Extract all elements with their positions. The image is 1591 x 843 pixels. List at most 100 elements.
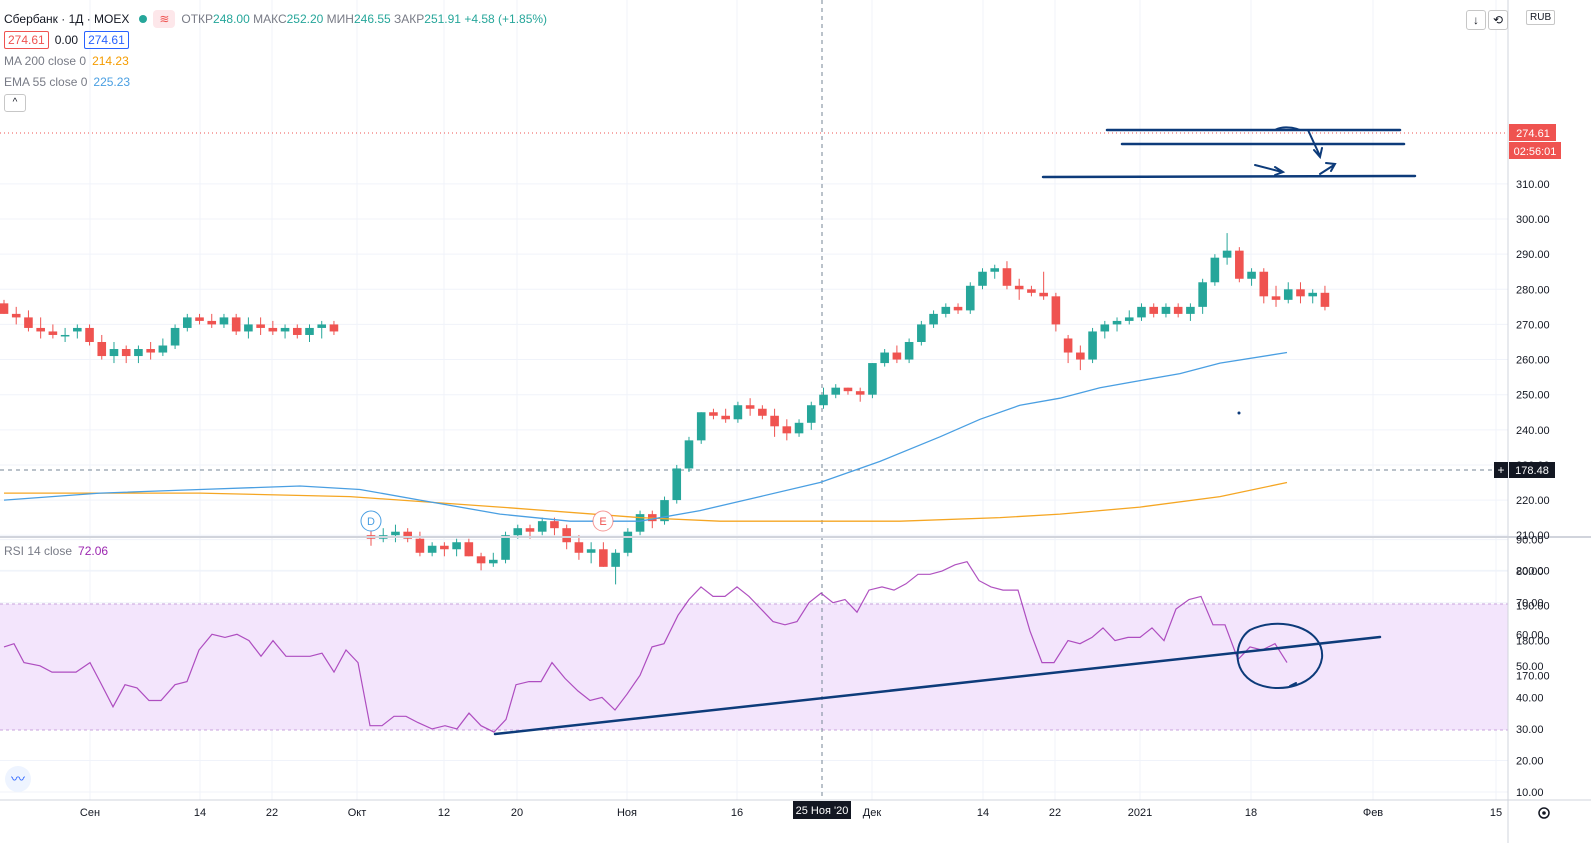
candle-body <box>24 317 33 328</box>
price-tick-label: 240.00 <box>1516 425 1550 437</box>
candle <box>268 320 278 335</box>
candle-body <box>965 285 975 311</box>
candle-body <box>1027 289 1036 293</box>
candle <box>745 398 755 416</box>
svg-text:+: + <box>1497 463 1504 477</box>
svg-text:25 Ноя '20: 25 Ноя '20 <box>796 805 849 817</box>
candle-body <box>85 327 94 342</box>
candle-body <box>268 327 278 332</box>
scroll-down-button[interactable]: ↓ <box>1466 10 1486 30</box>
candle-body <box>1259 271 1269 297</box>
candle-body <box>292 327 302 335</box>
trend-drawings[interactable] <box>493 126 1417 736</box>
buy-price-button[interactable]: 274.61 <box>84 30 129 49</box>
candle <box>1112 317 1122 332</box>
candle <box>929 310 938 328</box>
last-price-badge: 274.61 02:56:01 <box>1509 124 1561 159</box>
candle <box>158 338 168 357</box>
candle-body <box>574 542 584 553</box>
arrow-drawing-2[interactable] <box>1254 162 1337 176</box>
candle <box>1222 233 1232 265</box>
rsi-tick-label: 90.00 <box>1516 535 1544 547</box>
candle-body <box>1161 306 1171 314</box>
arrow-drawing-1[interactable] <box>1274 126 1323 160</box>
support-line-3[interactable] <box>1041 174 1417 179</box>
candle <box>672 464 682 504</box>
time-tick-label: Сен <box>80 807 100 819</box>
candle <box>292 324 302 339</box>
candle-body <box>660 500 669 522</box>
rsi-tick-label: 60.00 <box>1516 629 1544 641</box>
candle <box>60 327 70 342</box>
event-marker-earnings[interactable]: E <box>592 510 614 532</box>
candle <box>1198 278 1207 314</box>
candle-body <box>317 324 327 328</box>
candle-body <box>219 317 229 325</box>
candle <box>11 306 21 325</box>
symbol-title[interactable]: Сбербанк · 1Д · MOEX <box>4 11 130 26</box>
candle <box>48 324 58 339</box>
spread-value: 0.00 <box>54 32 79 47</box>
rsi-line <box>3 561 1288 733</box>
svg-text:02:56:01: 02:56:01 <box>1514 146 1557 158</box>
candle-body <box>635 514 645 532</box>
candle <box>892 345 902 364</box>
time-tick-label: 22 <box>266 807 278 819</box>
rsi-trend-line[interactable] <box>493 635 1382 736</box>
tradingview-logo-icon[interactable]: 〰 <box>5 766 31 792</box>
candle <box>146 341 155 360</box>
candle <box>195 313 204 325</box>
candle <box>1308 289 1318 304</box>
wave-icon[interactable]: ≋ <box>153 9 176 28</box>
candle-body <box>684 440 694 469</box>
candle-body <box>1186 306 1195 314</box>
candle <box>24 310 33 332</box>
candle <box>391 524 400 543</box>
settings-gear-icon[interactable] <box>1538 807 1550 819</box>
candle <box>1173 303 1183 318</box>
chart-legend: Сбербанк · 1Д · MOEX ≋ ОТКР248.00 МАКС25… <box>4 8 547 113</box>
sell-price-button[interactable]: 274.61 <box>4 30 49 49</box>
candle-body <box>489 559 498 564</box>
candle-body <box>146 349 155 353</box>
price-tick-label: 190.00 <box>1516 600 1550 612</box>
candle <box>1271 285 1281 307</box>
candle <box>280 324 290 339</box>
candle-body <box>329 324 339 332</box>
candle-body <box>525 528 535 532</box>
price-tick-label: 260.00 <box>1516 355 1550 367</box>
currency-badge[interactable]: RUB <box>1526 10 1556 25</box>
reset-scale-icon[interactable]: ⟲ <box>1488 10 1508 30</box>
time-tick-label: 20 <box>511 807 523 819</box>
time-tick-label: Ноя <box>617 807 637 819</box>
ema55-line <box>3 351 1288 522</box>
price-tick-label: 310.00 <box>1516 179 1550 191</box>
price-tick-label: 210.00 <box>1516 530 1550 542</box>
candle <box>660 496 669 525</box>
candle-body <box>391 531 400 536</box>
candle-body <box>1210 257 1220 283</box>
candle-body <box>1112 320 1122 325</box>
ema-indicator-label[interactable]: EMA 55 close 0 <box>4 74 88 89</box>
price-tick-label: 250.00 <box>1516 390 1550 402</box>
rsi-indicator-label[interactable]: RSI 14 close <box>4 544 73 558</box>
candle-body <box>733 405 743 420</box>
candle-body <box>599 549 608 567</box>
candle <box>1124 310 1134 325</box>
candle-body <box>611 552 620 567</box>
candle-body <box>1100 324 1110 332</box>
candle <box>231 313 241 335</box>
rsi-circle-drawing[interactable] <box>1236 622 1324 689</box>
price-tick-label: 200.00 <box>1516 565 1550 577</box>
candle-body <box>880 352 889 364</box>
ma-indicator-label[interactable]: MA 200 close 0 <box>4 53 87 68</box>
collapse-legend-button[interactable]: ^ <box>4 93 26 112</box>
candle <box>623 528 633 557</box>
candle-body <box>415 538 425 553</box>
candle-body <box>721 415 730 420</box>
event-marker-dividend[interactable]: D <box>360 510 382 532</box>
candle <box>1014 278 1024 300</box>
candle <box>170 324 180 350</box>
rsi-tick-label: 80.00 <box>1516 566 1544 578</box>
